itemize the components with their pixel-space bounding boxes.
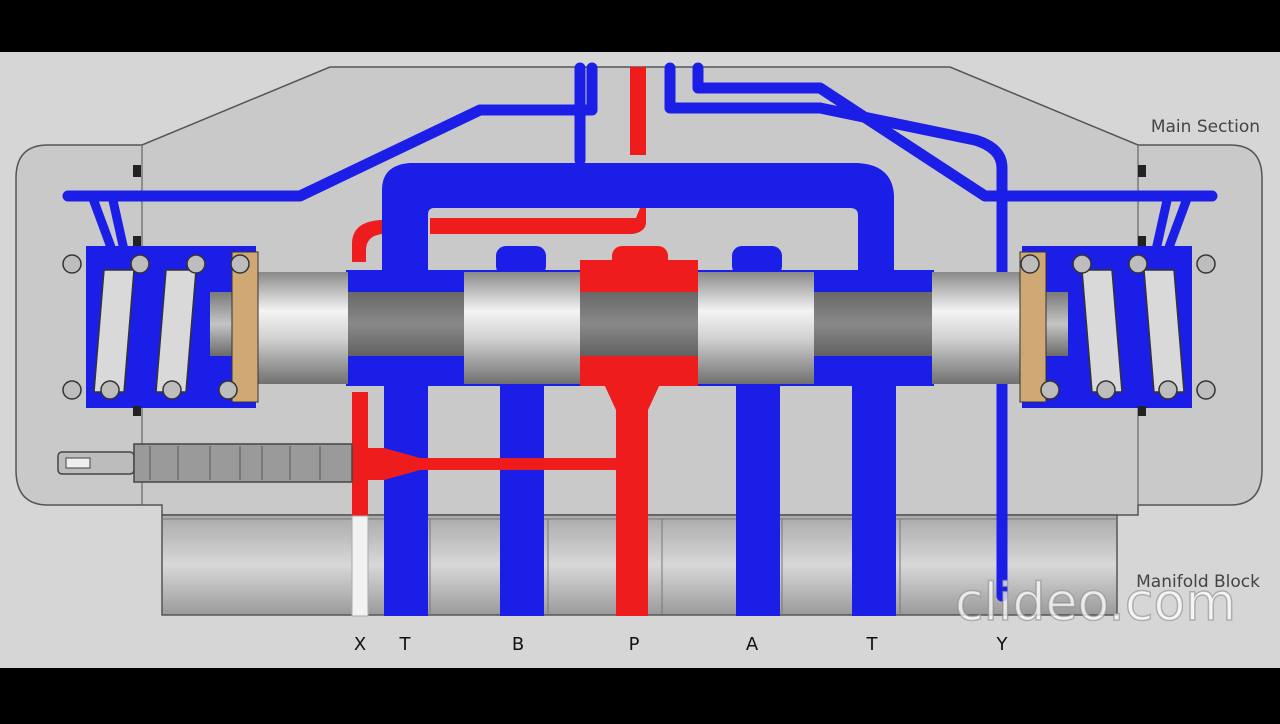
port-channels bbox=[384, 384, 896, 616]
port-labels: X T B P A T Y bbox=[354, 634, 1009, 655]
right-spring-chamber bbox=[1019, 246, 1216, 408]
port-label-t2: T bbox=[866, 634, 879, 655]
seal-markers bbox=[133, 165, 1146, 416]
pilot-line-red bbox=[630, 67, 646, 155]
orifice-insert bbox=[57, 443, 353, 483]
spool-necks bbox=[348, 292, 932, 356]
left-spring-chamber bbox=[62, 246, 259, 408]
port-label-b: B bbox=[512, 634, 524, 655]
port-label-x: X bbox=[354, 634, 366, 655]
internal-pilot-red bbox=[430, 208, 646, 234]
internal-pilot-red-hook bbox=[352, 220, 382, 262]
x-pilot-channel bbox=[351, 392, 620, 617]
spool-lands bbox=[258, 272, 1022, 384]
port-label-p: P bbox=[629, 634, 640, 655]
pilot-lines-blue bbox=[62, 62, 1218, 602]
chamber-pilot-links bbox=[87, 191, 1193, 255]
tank-gallery-loop bbox=[382, 163, 894, 280]
port-label-a: A bbox=[746, 634, 759, 655]
manifold-block-label: Manifold Block bbox=[1136, 572, 1260, 592]
watermark: clideo.com bbox=[955, 573, 1236, 633]
main-section-label: Main Section bbox=[1151, 117, 1260, 137]
port-label-t1: T bbox=[399, 634, 412, 655]
port-label-y: Y bbox=[996, 634, 1009, 655]
